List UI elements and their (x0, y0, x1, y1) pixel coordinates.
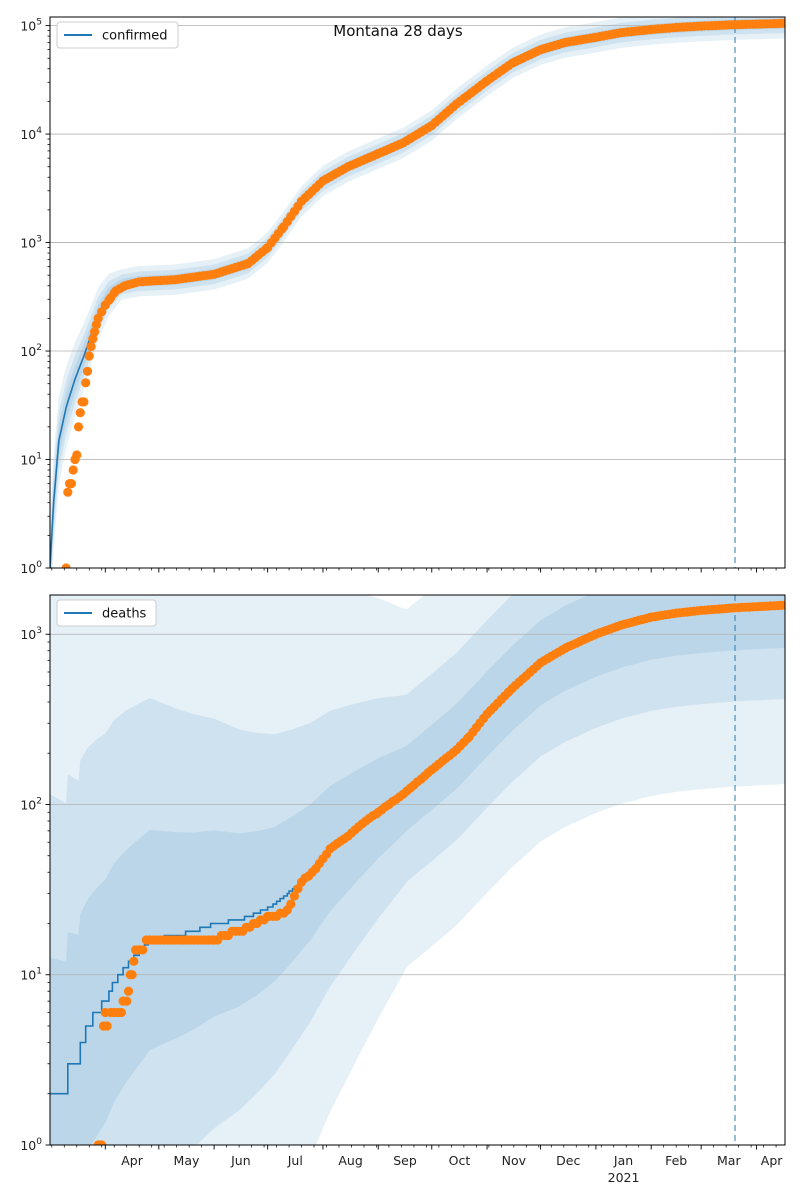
uncertainty-band (50, 17, 785, 568)
observed-point (138, 945, 148, 955)
axes-frame (49, 594, 786, 1146)
deaths-x-axis: Apr May Jun Jul Aug Sep Oct Nov Dec Jan 2021 Feb Mar… (51, 1145, 783, 1185)
uncertainty-band (50, 595, 785, 1145)
observed-point (72, 450, 82, 460)
x-tick-label: Dec (556, 1153, 580, 1168)
observed-point (84, 351, 94, 361)
observed-point (81, 378, 91, 388)
observed-point (61, 563, 71, 568)
deaths-uncertainty-bands (50, 595, 785, 1145)
deaths-observed-points (93, 600, 785, 1145)
legend-label-confirmed: confirmed (102, 29, 168, 44)
y-tick-label: 103 (20, 626, 42, 642)
x-tick-label: Jun (230, 1153, 251, 1168)
deaths-axes-frame (49, 594, 786, 1146)
y-tick-label: 102 (20, 796, 42, 812)
confirmed-uncertainty-bands (50, 17, 785, 568)
deaths-panel: 100 101 102 103 Apr May Jun Jul Aug Sep Oct Nov Dec… (20, 594, 786, 1185)
deaths-y-axis: 100 101 102 103 (20, 626, 50, 1153)
deaths-legend: deaths (56, 599, 157, 627)
observed-point (75, 408, 85, 418)
x-tick-label: Oct (449, 1153, 471, 1168)
uncertainty-band (50, 595, 785, 1145)
observed-point (86, 341, 96, 352)
x-tick-label: Apr (761, 1153, 783, 1168)
observed-point (116, 1007, 126, 1018)
observed-point (122, 996, 132, 1006)
observed-point (90, 327, 100, 337)
x-tick-label: May (174, 1153, 200, 1168)
observed-point (97, 1140, 107, 1145)
observed-point (68, 465, 78, 475)
confirmed-x-axis (51, 568, 777, 573)
observed-point (127, 970, 137, 980)
confirmed-model-line (50, 22, 785, 568)
uncertainty-band (50, 17, 785, 568)
confirmed-gridlines (50, 25, 785, 460)
x-tick-label: Jul (287, 1153, 303, 1168)
observed-point (129, 956, 139, 966)
observed-point (780, 600, 785, 610)
x-tick-label: Mar (717, 1153, 741, 1168)
observed-point (63, 487, 73, 497)
y-tick-label: 105 (20, 18, 42, 34)
y-tick-label: 101 (20, 452, 42, 468)
observed-point (286, 899, 296, 909)
uncertainty-band (50, 17, 785, 568)
chart-title: Montana 28 days (333, 22, 463, 40)
observed-point (289, 891, 299, 901)
confirmed-observed-points (61, 18, 785, 568)
observed-point (780, 18, 785, 28)
x-tick-label: Jan (613, 1153, 633, 1168)
x-tick-label: Feb (665, 1153, 687, 1168)
uncertainty-band (50, 595, 785, 1145)
observed-point (66, 479, 76, 489)
y-tick-label: 103 (20, 235, 42, 251)
confirmed-y-axis: 100 101 102 103 104 105 (20, 18, 50, 576)
confirmed-axes-frame (49, 16, 786, 569)
y-tick-label: 104 (20, 126, 42, 142)
y-tick-label: 101 (20, 967, 42, 983)
legend-label-deaths: deaths (102, 607, 147, 622)
x-tick-label: Sep (393, 1153, 417, 1168)
x-tick-label: Aug (338, 1153, 362, 1168)
confirmed-panel: 100 101 102 103 104 105 Montana 28 days confi… (20, 16, 786, 576)
y-tick-label: 100 (20, 560, 42, 576)
x-tick-label: Nov (502, 1153, 527, 1168)
y-tick-label: 100 (20, 1137, 42, 1153)
y-tick-label: 102 (20, 343, 42, 359)
observed-point (123, 986, 134, 996)
confirmed-legend: confirmed (56, 21, 179, 49)
observed-point (82, 366, 93, 376)
model-series-line (50, 22, 785, 568)
observed-point (102, 1021, 112, 1031)
observed-point (73, 422, 84, 432)
deaths-gridlines (50, 633, 785, 976)
x-tick-label: Apr (121, 1153, 143, 1168)
x-tick-year-label: 2021 (608, 1170, 640, 1185)
observed-point (79, 397, 89, 407)
axes-frame (49, 16, 786, 569)
